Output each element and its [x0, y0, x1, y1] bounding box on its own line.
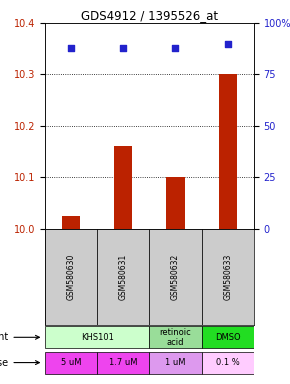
Bar — [202, 229, 254, 325]
Bar — [149, 352, 202, 374]
Text: GSM580631: GSM580631 — [119, 254, 128, 300]
Text: DMSO: DMSO — [215, 333, 240, 342]
Bar — [114, 146, 132, 229]
Text: retinoic
acid: retinoic acid — [160, 328, 191, 347]
Text: 0.1 %: 0.1 % — [216, 358, 240, 367]
Point — [225, 41, 230, 47]
Bar — [45, 352, 97, 374]
Text: GSM580633: GSM580633 — [223, 254, 232, 300]
Bar — [45, 229, 97, 325]
Bar — [202, 352, 254, 374]
Text: 1.7 uM: 1.7 uM — [109, 358, 137, 367]
Text: dose: dose — [0, 358, 39, 367]
Point — [173, 45, 178, 51]
Text: 1 uM: 1 uM — [165, 358, 186, 367]
Title: GDS4912 / 1395526_at: GDS4912 / 1395526_at — [81, 9, 218, 22]
Bar — [149, 229, 202, 325]
Point — [121, 45, 126, 51]
Bar — [202, 326, 254, 348]
Bar — [166, 177, 184, 229]
Text: 5 uM: 5 uM — [61, 358, 81, 367]
Bar — [149, 326, 202, 348]
Text: KHS101: KHS101 — [81, 333, 114, 342]
Bar — [62, 216, 80, 229]
Text: GSM580630: GSM580630 — [66, 254, 76, 300]
Bar — [45, 326, 149, 348]
Bar — [219, 74, 237, 229]
Text: GSM580632: GSM580632 — [171, 254, 180, 300]
Point — [69, 45, 73, 51]
Bar — [97, 352, 149, 374]
Text: agent: agent — [0, 332, 39, 342]
Bar — [97, 229, 149, 325]
